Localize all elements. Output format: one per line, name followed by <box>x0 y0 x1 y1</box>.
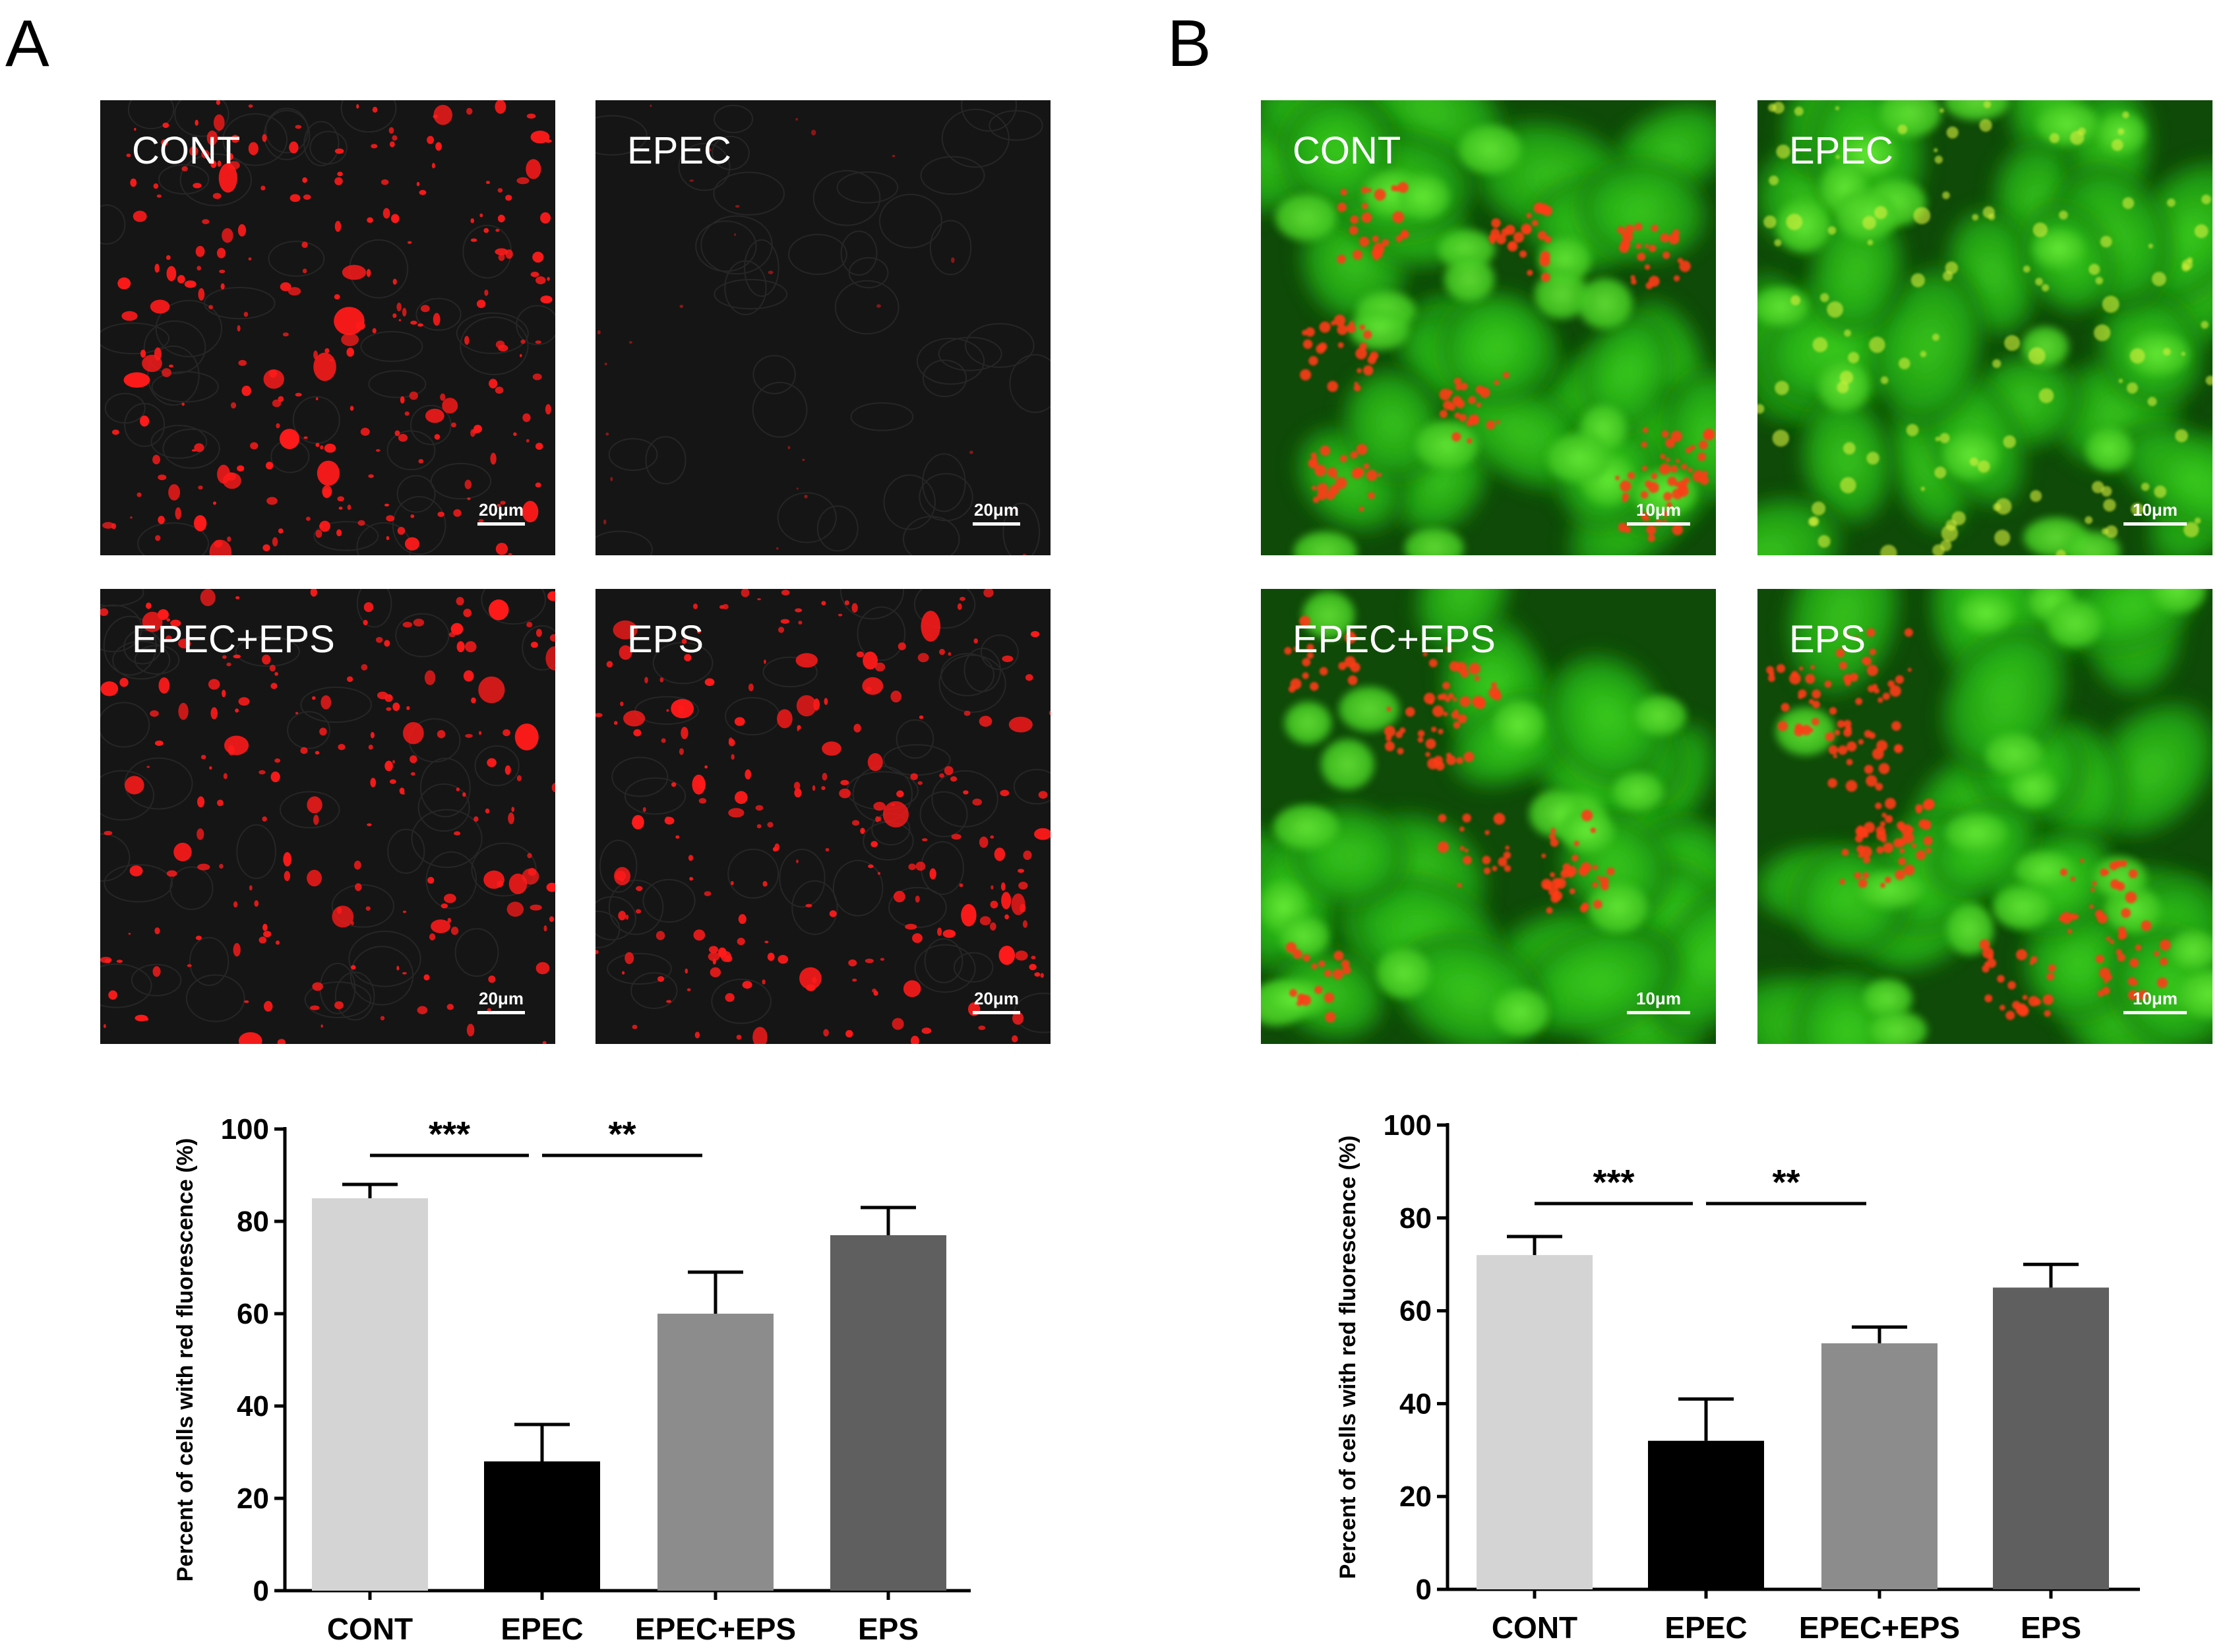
category-label: EPS <box>858 1612 919 1646</box>
y-tick-label: 100 <box>1384 1109 1432 1142</box>
category-label: EPEC <box>501 1612 583 1646</box>
panel-label-b: B <box>1167 7 1211 80</box>
category-label: EPEC <box>1664 1610 1747 1645</box>
bar-cont <box>312 1198 428 1591</box>
significance-label: *** <box>1593 1163 1634 1202</box>
y-tick-label: 60 <box>237 1298 269 1330</box>
y-tick-label: 80 <box>237 1206 269 1238</box>
y-tick-label: 0 <box>1416 1574 1432 1606</box>
micrograph-label: CONT <box>132 129 240 172</box>
bar-epec+eps <box>1821 1343 1937 1589</box>
y-tick-label: 80 <box>1399 1202 1432 1235</box>
y-axis-label: Percent of cells with red fluorescence (… <box>173 1138 198 1582</box>
error-bar <box>2023 1262 2079 1599</box>
error-bar <box>1852 1325 1907 1599</box>
micrograph-label: EPEC <box>627 129 731 172</box>
error-bar <box>1507 1235 1562 1599</box>
category-label: CONT <box>327 1612 413 1646</box>
bar-cont <box>1477 1255 1593 1589</box>
y-tick-label: 20 <box>1399 1481 1432 1513</box>
bar-eps <box>830 1235 946 1591</box>
y-tick-label: 20 <box>237 1483 269 1515</box>
category-label: EPS <box>2021 1610 2081 1645</box>
micrograph-label: CONT <box>1293 129 1401 172</box>
category-label: CONT <box>1492 1610 1577 1645</box>
significance-label: ** <box>1772 1163 1800 1202</box>
scale-bar-label: 20μm <box>479 989 524 1008</box>
category-label: EPEC+EPS <box>1799 1610 1960 1645</box>
bar-chart-b: 0 20 40 60 80 100 CONT EPEC EPEC+EPS EPS Percent o… <box>1335 1109 2140 1645</box>
category-label: EPEC+EPS <box>635 1612 796 1646</box>
scale-bar-label: 10μm <box>2133 989 2178 1008</box>
bar-epec <box>1648 1440 1764 1589</box>
micrograph-label: EPEC <box>1789 129 1893 172</box>
scale-bar <box>973 522 1020 526</box>
significance-label: *** <box>429 1115 470 1154</box>
y-tick-label: 40 <box>1399 1388 1432 1420</box>
bar-eps <box>1993 1287 2109 1589</box>
scale-bar <box>2123 1011 2187 1014</box>
micrograph-b-2: EPEC 10μm <box>1757 100 2212 555</box>
scale-bar-label: 10μm <box>2133 500 2178 520</box>
micrograph-grid: CONT 20μm EPEC 20μm EPEC+EPS 20μm EPS 20μm CONT 1… <box>100 100 2212 1044</box>
error-bar <box>514 1423 570 1600</box>
scale-bar <box>973 1011 1020 1014</box>
micrograph-a-2: EPEC 20μm <box>595 100 1051 555</box>
error-bar <box>342 1182 398 1600</box>
scale-bar-label: 10μm <box>1636 500 1681 520</box>
scale-bar <box>2123 522 2187 526</box>
y-axis-label: Percent of cells with red fluorescence (… <box>1335 1136 1360 1579</box>
panel-label-a: A <box>5 7 49 80</box>
y-tick-label: 60 <box>1399 1295 1432 1328</box>
bar-epec+eps <box>657 1314 774 1591</box>
y-tick-label: 0 <box>253 1575 269 1607</box>
scale-bar-label: 10μm <box>1636 989 1681 1008</box>
scale-bar <box>477 1011 525 1014</box>
scale-bar <box>477 522 525 526</box>
scale-bar <box>1627 522 1690 526</box>
micrograph-a-4: EPS 20μm <box>595 589 1051 1044</box>
micrograph-b-1: CONT 10μm <box>1261 100 1716 555</box>
error-bar <box>1678 1397 1734 1599</box>
error-bar <box>688 1270 743 1600</box>
micrograph-label: EPEC+EPS <box>132 618 335 661</box>
micrograph-label: EPS <box>627 618 704 661</box>
error-bar <box>861 1206 916 1600</box>
micrograph-label: EPS <box>1789 618 1866 661</box>
micrograph-b-3: EPEC+EPS 10μm <box>1261 589 1716 1044</box>
micrograph-a-3: EPEC+EPS 20μm <box>100 589 555 1044</box>
y-tick-label: 100 <box>221 1113 269 1146</box>
scale-bar-label: 20μm <box>479 500 524 520</box>
scale-bar-label: 20μm <box>974 989 1019 1008</box>
y-tick-label: 40 <box>237 1390 269 1423</box>
significance-label: ** <box>608 1115 636 1154</box>
scale-bar-label: 20μm <box>974 500 1019 520</box>
micrograph-a-1: CONT 20μm <box>100 100 555 555</box>
bar-chart-a: 0 20 40 60 80 100 CONT EPEC EPEC+EPS EPS Percent o… <box>173 1113 971 1646</box>
scale-bar <box>1627 1011 1690 1014</box>
bar-epec <box>484 1461 600 1591</box>
micrograph-b-4: EPS 10μm <box>1757 589 2212 1044</box>
micrograph-label: EPEC+EPS <box>1293 618 1496 661</box>
